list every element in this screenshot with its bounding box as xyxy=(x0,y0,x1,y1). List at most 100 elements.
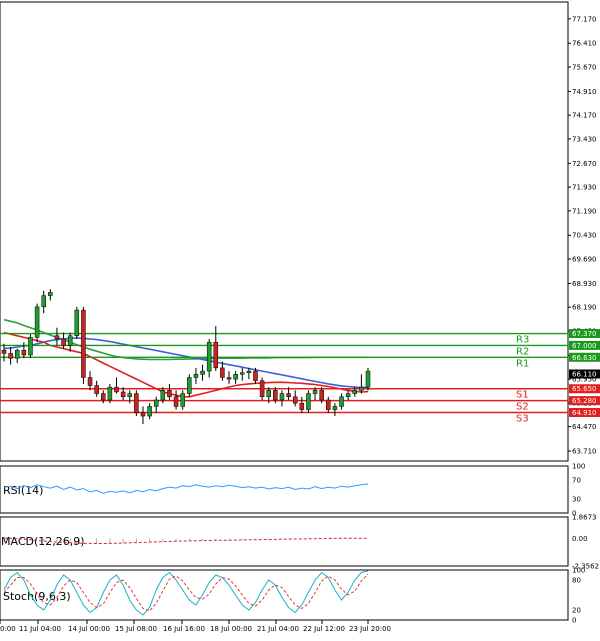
stoch-d-line xyxy=(3,573,369,612)
ma-fast-line xyxy=(3,331,369,398)
candle-body xyxy=(259,380,265,398)
level-price-tag xyxy=(569,340,600,350)
candle-body xyxy=(8,353,13,359)
candle-body xyxy=(120,391,126,398)
time-tick-label: 14 Jul 00:00 xyxy=(68,625,110,633)
stoch-tick-label: 0 xyxy=(572,617,576,625)
candle-body xyxy=(187,377,192,394)
price-tick-label: 64.470 xyxy=(572,423,597,431)
candle-body xyxy=(114,386,119,393)
candle-body xyxy=(87,377,93,386)
candle-body xyxy=(213,341,219,369)
candle-body xyxy=(292,396,298,404)
time-tick-label: 18 Jul 00:00 xyxy=(210,625,252,633)
price-tick-label: 76.410 xyxy=(572,40,597,48)
price-tick-label: 74.910 xyxy=(572,88,597,96)
candle-body xyxy=(81,309,86,378)
candle-body xyxy=(54,335,60,340)
candle-body xyxy=(332,406,338,410)
price-tick-label: 77.170 xyxy=(572,15,597,23)
level-label-r3: R3 xyxy=(516,335,529,346)
time-tick-label: 15 Jul 08:00 xyxy=(115,625,157,633)
candle-body xyxy=(273,390,278,401)
candle-body xyxy=(326,399,331,410)
candle-body xyxy=(41,295,46,308)
candle-body xyxy=(220,367,225,378)
level-label-s3: S3 xyxy=(516,414,529,425)
candle-body xyxy=(246,370,252,373)
macd-signal-line xyxy=(3,537,368,544)
candle-body xyxy=(200,370,205,375)
candle-body xyxy=(306,393,311,410)
candle-body xyxy=(365,370,371,388)
candle-body xyxy=(233,374,238,380)
candle-body xyxy=(253,370,258,381)
macd-panel: MACD(12,26,9) 1.8673 0.00 -2.3562 xyxy=(0,514,599,571)
price-frame xyxy=(0,1,569,462)
rsi-tick-label: 30 xyxy=(572,495,581,503)
level-price-tag-label: 67.000 xyxy=(572,342,597,350)
level-price-tag-label: 67.370 xyxy=(572,330,597,338)
time-tick-label: 0:00 xyxy=(0,625,16,633)
macd-tick-label: 1.8673 xyxy=(572,514,597,522)
candle-body xyxy=(319,390,324,401)
stoch-tick-label: 80 xyxy=(572,577,581,585)
price-tick-label: 75.670 xyxy=(572,63,597,71)
candle-body xyxy=(1,349,7,354)
macd-frame xyxy=(0,516,569,567)
level-label-r2: R2 xyxy=(516,346,529,357)
candle-body xyxy=(101,393,106,401)
candle-body xyxy=(339,396,344,407)
candle-body xyxy=(14,349,20,359)
time-tick-label: 21 Jul 04:00 xyxy=(257,625,299,633)
candle-body xyxy=(67,335,73,346)
rsi-line xyxy=(3,483,369,494)
macd-label: MACD(12,26,9) xyxy=(1,535,85,548)
price-tick-label: 72.670 xyxy=(572,160,597,168)
level-price-tag-label: 64.910 xyxy=(572,409,597,417)
level-label-s1: S1 xyxy=(516,390,529,401)
candle-body xyxy=(48,292,53,296)
price-tick-label: 71.190 xyxy=(572,207,597,215)
candle-body xyxy=(160,390,166,401)
price-tick-label: 73.430 xyxy=(572,135,597,143)
candle-body xyxy=(359,386,364,391)
level-price-tag xyxy=(569,384,600,394)
level-price-tag xyxy=(569,408,600,418)
price-panel: 77.170 76.410 75.670 74.910 74.170 73.430 72.6… xyxy=(0,1,600,462)
candle-body xyxy=(153,399,159,407)
price-tick-label: 68.930 xyxy=(572,280,597,288)
price-tick-label: 69.690 xyxy=(572,256,597,264)
rsi-frame xyxy=(0,465,569,514)
rsi-tick-label: 0 xyxy=(572,510,576,518)
candle-body xyxy=(147,406,152,417)
time-axis: 0:00 11 Jul 04:00 14 Jul 00:00 15 Jul 08:00… xyxy=(0,620,391,633)
price-tick-label: 71.930 xyxy=(572,184,597,192)
stoch-tick-label: 20 xyxy=(572,607,581,615)
candle-body xyxy=(299,402,305,410)
price-tick-label: 70.430 xyxy=(572,232,597,240)
candle-body xyxy=(193,374,199,378)
candle-body xyxy=(266,390,271,398)
level-price-tag xyxy=(569,329,600,339)
rsi-tick-label: 70 xyxy=(572,477,581,485)
macd-tick-label: 0.00 xyxy=(572,535,588,543)
candle-body xyxy=(140,412,146,417)
time-tick-label: 22 Jul 12:00 xyxy=(303,625,345,633)
candle-body xyxy=(286,393,291,398)
candle-body xyxy=(180,393,185,407)
price-tick-label: 74.170 xyxy=(572,112,597,120)
time-tick-label: 23 Jul 20:00 xyxy=(349,625,391,633)
stoch-k-line xyxy=(3,570,369,616)
candle-body xyxy=(127,393,132,398)
candle-body xyxy=(279,393,285,401)
time-tick-label: 16 Jul 16:00 xyxy=(163,625,205,633)
macd-tick-label: -2.3562 xyxy=(572,563,599,571)
candle-body xyxy=(28,337,33,356)
candle-body xyxy=(134,393,139,414)
level-price-tag-label: 65.280 xyxy=(572,397,597,405)
candle-body xyxy=(61,338,66,346)
